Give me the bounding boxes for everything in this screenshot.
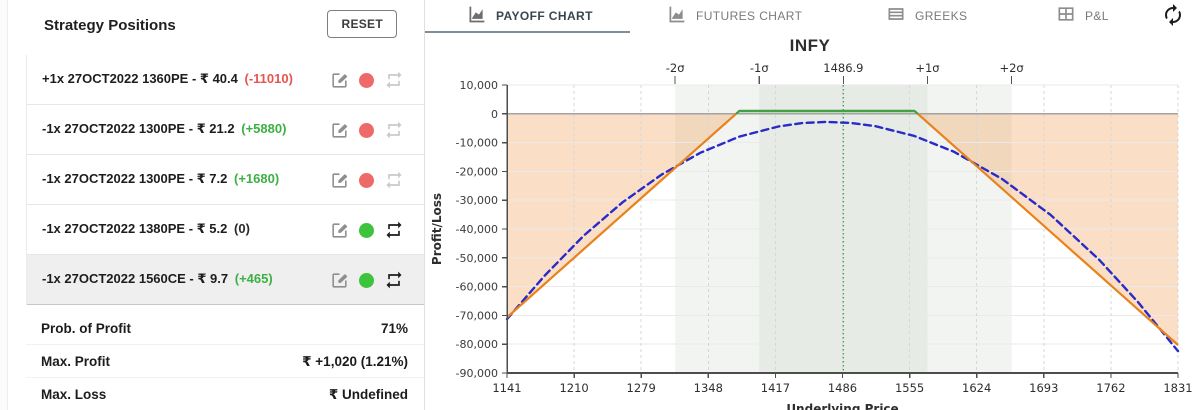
svg-text:-1σ: -1σ [750, 61, 769, 75]
edit-position-button[interactable] [329, 170, 349, 190]
repeat-position-button[interactable] [384, 170, 404, 190]
position-pnl: (+5880) [241, 121, 287, 136]
tab-label: FUTURES CHART [696, 9, 803, 23]
svg-text:+2σ: +2σ [999, 61, 1023, 75]
tab-label: PAYOFF CHART [496, 9, 593, 23]
svg-text:1486: 1486 [828, 381, 857, 395]
stat-value: 71% [380, 321, 408, 336]
position-row[interactable]: -1x 27OCT2022 1300PE - ₹ 7.2 (+1680) [27, 155, 424, 205]
svg-text:1693: 1693 [1029, 381, 1058, 395]
svg-text:-20,000: -20,000 [456, 165, 498, 178]
svg-text:-50,000: -50,000 [456, 252, 498, 265]
edit-position-button[interactable] [329, 70, 349, 90]
svg-text:1831: 1831 [1163, 381, 1192, 395]
svg-text:0: 0 [491, 108, 498, 121]
svg-text:1555: 1555 [895, 381, 924, 395]
area-chart-icon [466, 4, 487, 28]
repeat-position-button[interactable] [384, 70, 404, 90]
position-pnl: (+1680) [234, 171, 280, 186]
area-chart-icon [666, 4, 687, 28]
position-row[interactable]: +1x 27OCT2022 1360PE - ₹ 40.4 (-11010) [27, 55, 424, 105]
position-pnl: (+465) [234, 271, 273, 286]
svg-text:+1σ: +1σ [915, 61, 939, 75]
tab-pnl[interactable]: P&L [1056, 4, 1109, 27]
position-row[interactable]: -1x 27OCT2022 1300PE - ₹ 21.2 (+5880) [27, 105, 424, 155]
stat-label: Prob. of Profit [41, 321, 131, 336]
left-edge-strip [0, 0, 8, 410]
svg-text:Profit/Loss: Profit/Loss [430, 193, 444, 265]
position-label: -1x 27OCT2022 1300PE - ₹ 7.2 [42, 171, 228, 186]
stat-row-max-loss: Max. Loss ₹ Undefined [26, 378, 424, 410]
svg-text:1210: 1210 [559, 381, 588, 395]
refresh-icon[interactable] [1160, 3, 1186, 29]
positions-list: +1x 27OCT2022 1360PE - ₹ 40.4 (-11010) -… [26, 55, 424, 305]
stat-row-max-profit: Max. Profit ₹ +1,020 (1.21%) [26, 345, 424, 378]
stat-label: Max. Profit [41, 354, 111, 369]
tab-payoff-chart[interactable]: PAYOFF CHART [466, 4, 593, 28]
stat-value: ₹ Undefined [328, 387, 408, 402]
payoff-chart-canvas: 10,000 0 -10,000 -20,000 -30,000 -40,000 -50,0… [430, 61, 1193, 410]
svg-text:-70,000: -70,000 [456, 309, 498, 322]
svg-text:1486.9: 1486.9 [823, 61, 863, 75]
svg-text:1417: 1417 [761, 381, 790, 395]
reset-button[interactable]: RESET [327, 10, 397, 38]
strategy-stats: Prob. of Profit 71% Max. Profit ₹ +1,020… [26, 312, 424, 410]
position-row[interactable]: -1x 27OCT2022 1560CE - ₹ 9.7 (+465) [27, 255, 424, 305]
status-dot [359, 172, 374, 188]
position-label: +1x 27OCT2022 1360PE - ₹ 40.4 [42, 71, 238, 86]
status-dot [359, 72, 374, 88]
svg-text:10,000: 10,000 [460, 79, 499, 92]
chart-tabbar: PAYOFF CHART FUTURES CHART GREEKS P&L [425, 0, 1200, 33]
strategy-positions-panel: Strategy Positions RESET +1x 27OCT2022 1… [8, 0, 425, 410]
positions-header: Strategy Positions RESET [8, 0, 424, 55]
svg-text:1348: 1348 [694, 381, 723, 395]
svg-text:1762: 1762 [1096, 381, 1125, 395]
repeat-position-button[interactable] [384, 220, 404, 240]
edit-position-button[interactable] [329, 220, 349, 240]
repeat-position-button[interactable] [384, 120, 404, 140]
position-pnl: (0) [234, 221, 250, 236]
status-dot [359, 122, 374, 138]
chart-panel: PAYOFF CHART FUTURES CHART GREEKS P&L IN… [425, 0, 1200, 410]
status-dot [359, 222, 374, 238]
svg-text:-10,000: -10,000 [456, 137, 498, 150]
repeat-position-button[interactable] [384, 270, 404, 290]
stat-value: ₹ +1,020 (1.21%) [302, 354, 408, 369]
tab-label: GREEKS [915, 8, 968, 23]
svg-text:Underlying Price: Underlying Price [786, 402, 898, 410]
chart-symbol-title: INFY [789, 36, 831, 55]
status-dot [359, 272, 374, 288]
position-label: -1x 27OCT2022 1300PE - ₹ 21.2 [42, 121, 235, 136]
position-label: -1x 27OCT2022 1560CE - ₹ 9.7 [42, 271, 229, 286]
panel-title: Strategy Positions [44, 17, 176, 34]
stat-label: Max. Loss [41, 387, 107, 402]
tab-futures-chart[interactable]: FUTURES CHART [666, 4, 802, 28]
edit-position-button[interactable] [329, 270, 349, 290]
svg-text:1624: 1624 [962, 381, 991, 395]
position-label: -1x 27OCT2022 1380PE - ₹ 5.2 [42, 221, 228, 236]
list-table-icon [886, 4, 906, 27]
active-tab-indicator [425, 31, 630, 33]
tab-label: P&L [1085, 8, 1109, 23]
svg-text:-80,000: -80,000 [456, 338, 498, 351]
stat-row-prob-of-profit: Prob. of Profit 71% [26, 312, 424, 345]
edit-position-button[interactable] [329, 120, 349, 140]
svg-text:-90,000: -90,000 [456, 367, 498, 380]
svg-text:-40,000: -40,000 [456, 223, 498, 236]
svg-text:-60,000: -60,000 [456, 281, 498, 294]
position-pnl: (-11010) [244, 71, 293, 86]
svg-text:-2σ: -2σ [666, 61, 685, 75]
grid-table-icon [1056, 4, 1076, 27]
svg-text:1141: 1141 [492, 381, 521, 395]
position-row[interactable]: -1x 27OCT2022 1380PE - ₹ 5.2 (0) [27, 205, 424, 255]
tab-greeks[interactable]: GREEKS [886, 4, 967, 27]
svg-text:-30,000: -30,000 [456, 194, 498, 207]
svg-text:1279: 1279 [627, 381, 656, 395]
